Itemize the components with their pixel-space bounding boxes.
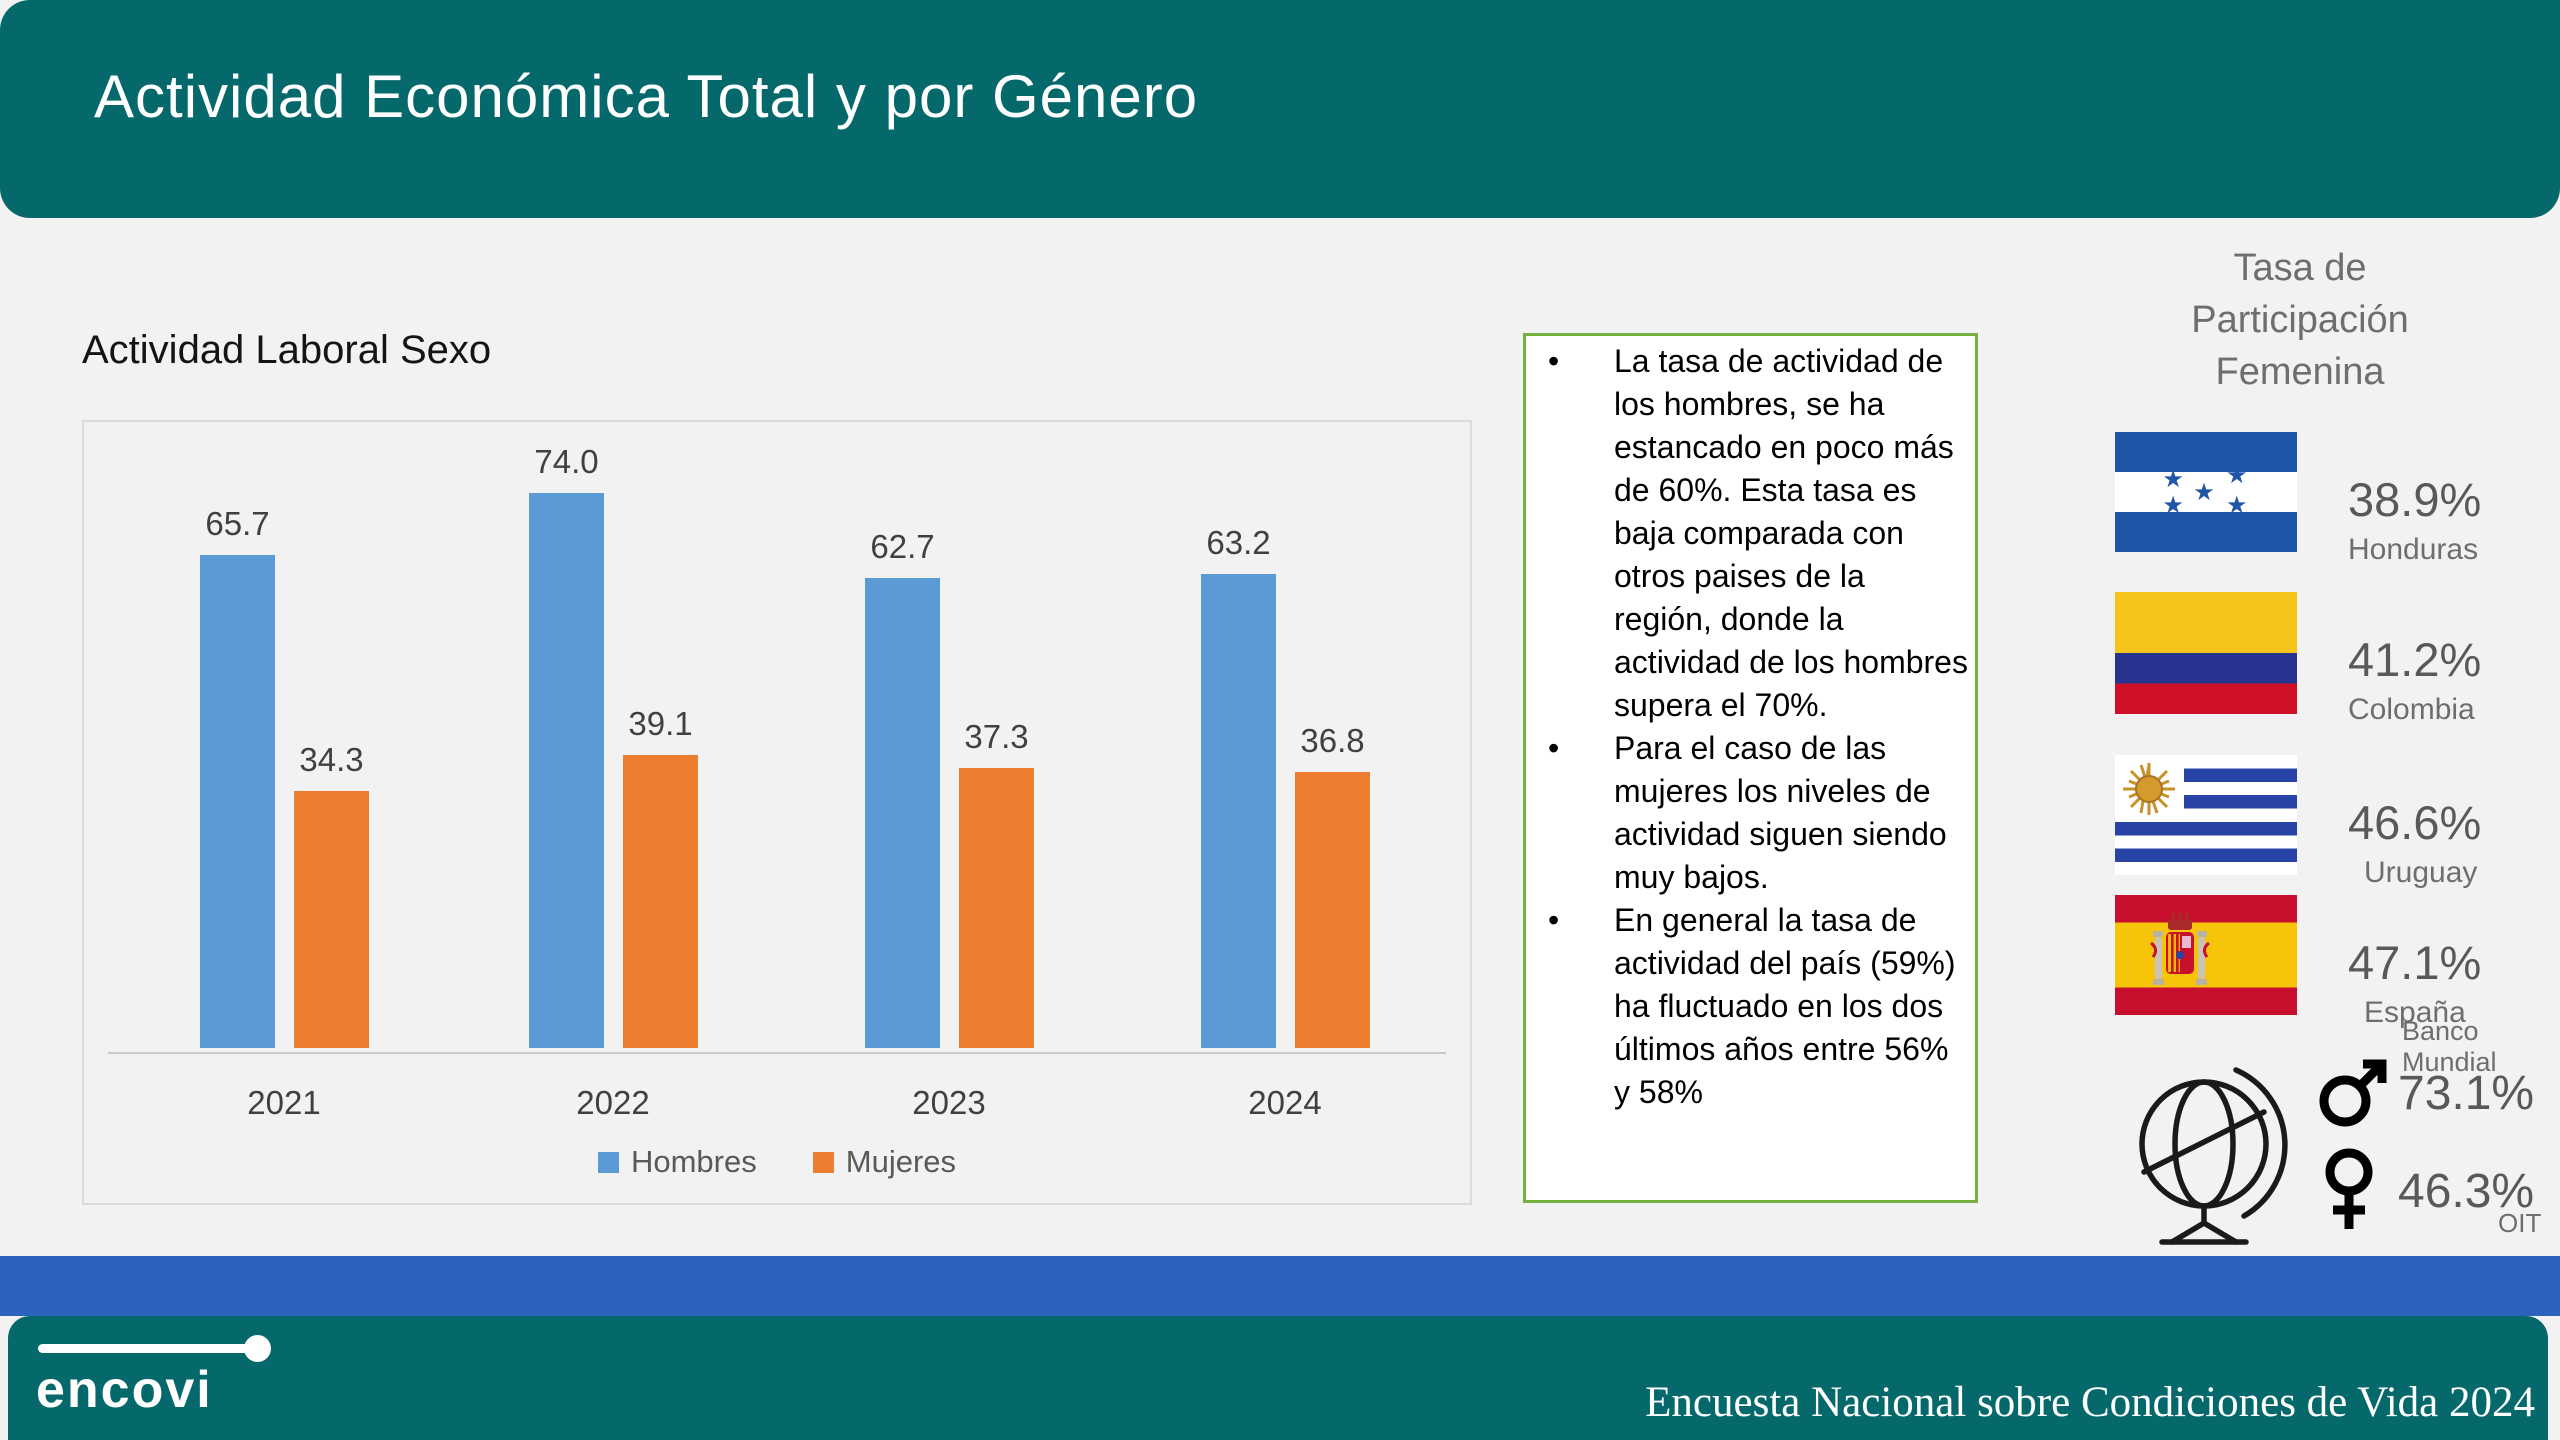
legend-swatch-hombres [597,1151,619,1173]
honduras-label: Honduras [2348,533,2479,566]
uruguay-rate: 46.6% [2348,796,2482,849]
star-icon: ★ [2162,492,2184,520]
x-tick-2021: 2021 [247,1084,321,1121]
bar-group-2024: 63.2 36.8 [1201,524,1370,1048]
bar-value-label: 65.7 [205,505,270,542]
legend-swatch-mujeres [812,1151,834,1173]
x-tick-2022: 2022 [576,1084,650,1121]
bar-value-label: 34.3 [299,741,364,778]
legend-label-mujeres: Mujeres [845,1144,957,1179]
stat-honduras: 38.9% Honduras [2348,472,2481,567]
espana-rate: 47.1% [2348,936,2482,989]
bar-hombres-2024: 63.2 [1201,524,1276,1048]
bar-hombres-2023: 62.7 [865,528,940,1048]
male-rate-row: 73.1% [2318,1058,2534,1128]
uruguay-flag-stripes [2115,821,2297,875]
note-bullet-2: Para el caso de las mujeres los niveles … [1526,727,1975,899]
female-icon [2325,1148,2373,1229]
footer-blue-bar [0,1256,2560,1316]
x-tick-2024: 2024 [1248,1084,1322,1121]
footer-caption: Encuesta Nacional sobre Condiciones de V… [1645,1379,2535,1426]
bar-value-label: 63.2 [1206,524,1271,561]
bar-group-2021: 65.7 34.3 [200,505,369,1048]
honduras-rate: 38.9% [2348,473,2482,526]
stat-uruguay: 46.6% Uruguay [2348,795,2481,890]
chart-title: Actividad Laboral Sexo [82,328,492,372]
bar-mujeres-2024: 36.8 [1295,722,1370,1048]
notes-list: La tasa de actividad de los hombres, se … [1526,340,1975,1114]
x-tick-2023: 2023 [912,1084,986,1121]
encovi-logo-dot [244,1335,271,1362]
bar-mujeres-2022: 39.1 [623,705,698,1048]
x-axis-line [108,1052,1446,1054]
note-bullet-1: La tasa de actividad de los hombres, se … [1526,340,1975,727]
sun-icon [2123,763,2175,815]
female-rate-row: 46.3% [2320,1148,2534,1234]
globe-icon [2139,1067,2288,1245]
colombia-flag-icon [2115,592,2297,714]
legend-item-hombres: Hombres [597,1144,757,1180]
male-rate: 73.1% [2398,1066,2535,1120]
header-banner: Actividad Económica Total y por Género [0,0,2560,218]
bar-value-label: 74.0 [534,443,599,480]
stat-colombia: 41.2% Colombia [2348,632,2481,727]
espana-flag-icon [2115,895,2297,1015]
espana-label: España [2364,996,2466,1029]
uruguay-flag-stripes [2184,755,2297,822]
footer-teal-band [8,1316,2548,1440]
legend-label-hombres: Hombres [630,1144,757,1179]
bar-mujeres-2021: 34.3 [294,741,369,1048]
honduras-flag-icon: ★ ★ ★ ★ ★ [2115,432,2297,552]
legend-item-mujeres: Mujeres [812,1144,957,1180]
bar-group-2022: 74.0 39.1 [529,443,698,1048]
notes-box: La tasa de actividad de los hombres, se … [1523,333,1978,1203]
star-icon: ★ [2162,466,2184,493]
encovi-logo: encovi [36,1334,336,1434]
sidebar-title: Tasa de Participación Femenina [2191,247,2409,393]
male-icon [2319,1059,2387,1127]
encovi-logo-line [38,1344,250,1353]
bar-group-2023: 62.7 37.3 [865,528,1034,1048]
note-bullet-3: En general la tasa de actividad del país… [1526,899,1975,1114]
star-icon: ★ [2226,492,2248,520]
encovi-logo-text: encovi [36,1361,213,1419]
source-oit: OIT [2498,1208,2542,1238]
colombia-rate: 41.2% [2348,633,2482,686]
colombia-label: Colombia [2348,693,2475,726]
bar-chart: 65.7 34.3 74.0 39.1 62.7 37.3 63.2 [82,420,1472,1205]
page-title: Actividad Económica Total y por Género [94,63,1199,130]
spain-coat-of-arms-icon [2150,913,2210,985]
bar-value-label: 36.8 [1300,722,1365,759]
star-icon: ★ [2193,479,2215,507]
uruguay-label: Uruguay [2364,856,2478,889]
bar-hombres-2022: 74.0 [529,443,604,1048]
stat-espana: 47.1% España [2348,935,2481,1030]
bar-value-label: 37.3 [964,718,1029,755]
bar-value-label: 39.1 [628,705,693,742]
bar-value-label: 62.7 [870,528,935,565]
star-icon: ★ [2226,462,2248,490]
uruguay-flag-icon [2115,755,2297,875]
bar-mujeres-2023: 37.3 [959,718,1034,1048]
bar-hombres-2021: 65.7 [200,505,275,1048]
source-banco-mundial: Banco Mundial [2402,1016,2497,1077]
female-rate: 46.3% [2398,1164,2535,1218]
chart-legend: Hombres Mujeres [84,1144,1470,1180]
